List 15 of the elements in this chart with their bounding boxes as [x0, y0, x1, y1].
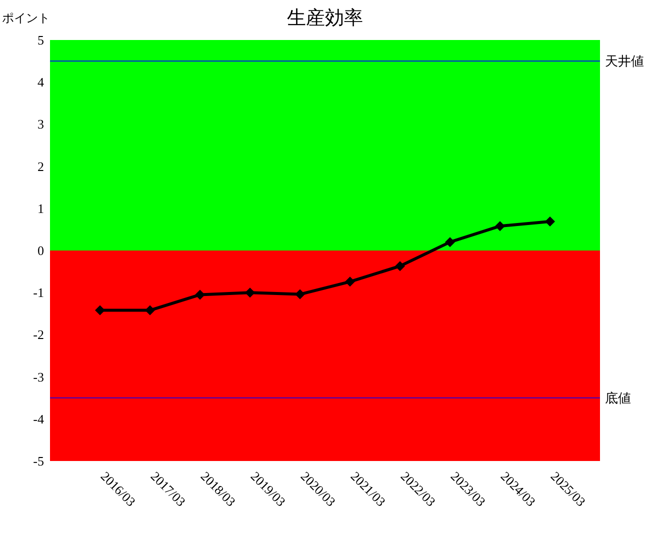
ref-line-label: 底値 [605, 390, 631, 406]
y-tick-label: -1 [33, 285, 44, 300]
y-tick-label: -3 [33, 369, 44, 384]
y-tick-label: -2 [33, 327, 44, 342]
y-tick-label: 1 [38, 200, 44, 216]
y-tick-label: 2 [38, 158, 44, 174]
ref-line-label: 天井値 [605, 54, 644, 69]
y-tick-label: 5 [38, 32, 44, 48]
y-tick-label: 3 [38, 116, 44, 132]
y-tick-label: -5 [33, 454, 44, 468]
y-axis-title: ポイント [2, 11, 50, 25]
y-tick-label: 4 [38, 74, 44, 90]
y-tick-label: -4 [33, 411, 44, 426]
chart-title: 生産効率 [287, 7, 363, 29]
y-tick-label: 0 [38, 243, 44, 258]
